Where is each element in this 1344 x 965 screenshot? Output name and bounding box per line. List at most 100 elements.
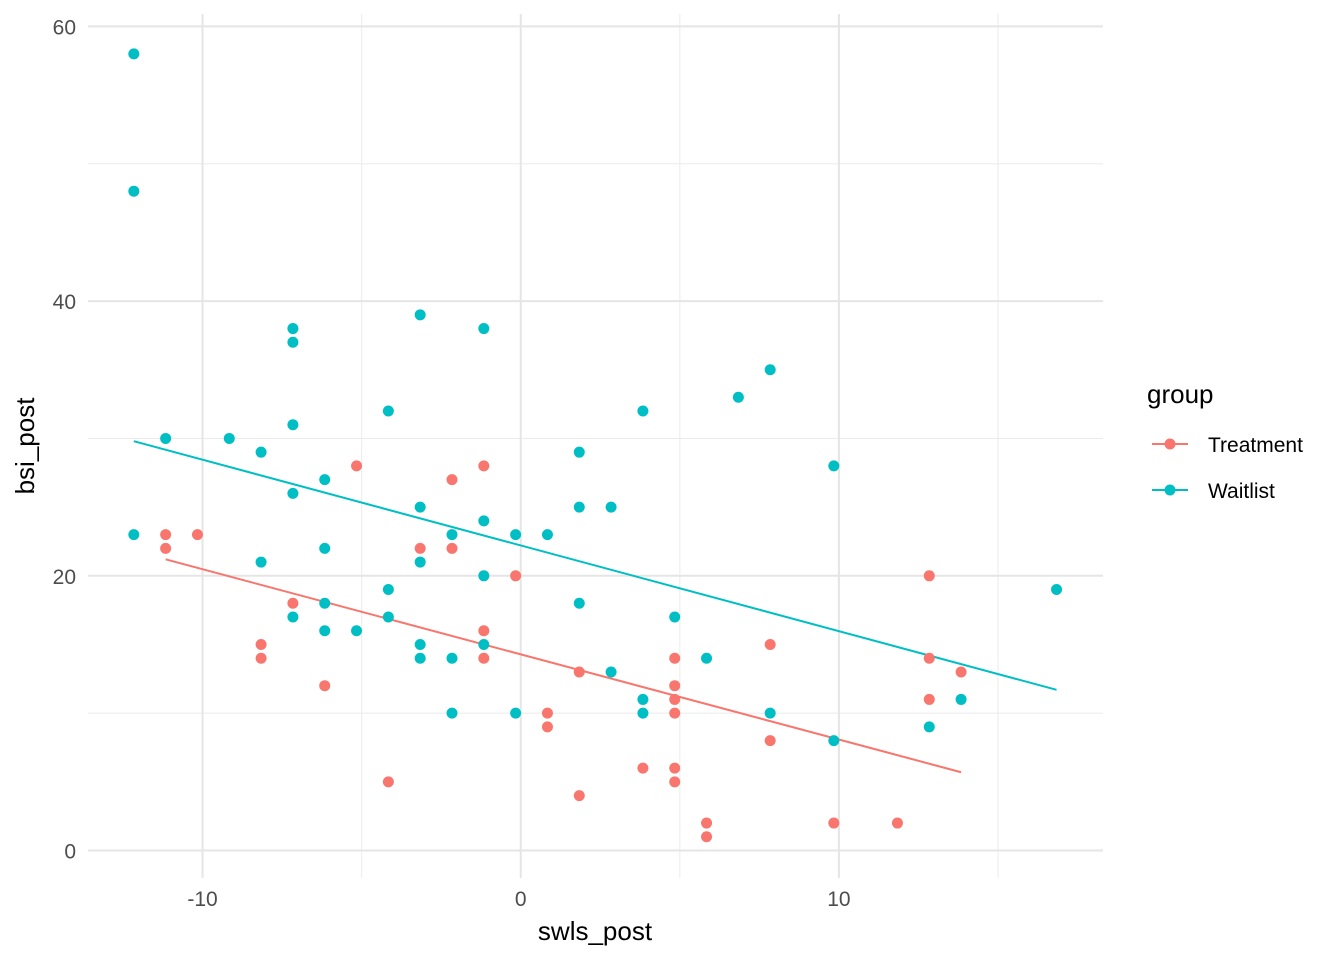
point-waitlist (414, 501, 426, 513)
y-tick-label: 20 (53, 566, 76, 589)
point-waitlist (732, 391, 744, 403)
point-treatment (191, 529, 203, 541)
point-waitlist (573, 446, 585, 458)
point-treatment (701, 831, 713, 843)
point-waitlist (319, 625, 331, 637)
fit-line-treatment (165, 558, 962, 774)
point-waitlist (541, 529, 553, 541)
point-waitlist (828, 460, 840, 472)
point-waitlist (319, 542, 331, 554)
x-tick-label: -10 (187, 888, 217, 911)
point-treatment (160, 529, 172, 541)
point-treatment (255, 652, 267, 664)
points (128, 48, 1063, 843)
legend-label: Treatment (1208, 434, 1303, 457)
point-waitlist (701, 652, 713, 664)
point-waitlist (414, 309, 426, 321)
point-treatment (669, 680, 681, 692)
point-treatment (414, 542, 426, 554)
point-waitlist (382, 611, 394, 623)
point-waitlist (478, 515, 490, 527)
point-waitlist (573, 597, 585, 609)
x-axis-label: swls_post (538, 916, 653, 946)
y-tick-labels: 0 20 40 60 (53, 16, 76, 863)
point-treatment (478, 652, 490, 664)
point-waitlist (319, 474, 331, 486)
point-treatment (828, 817, 840, 829)
point-waitlist (1051, 584, 1063, 596)
point-waitlist (637, 405, 649, 417)
y-tick-label: 0 (64, 841, 76, 864)
point-waitlist (128, 185, 140, 197)
point-treatment (923, 570, 935, 582)
point-treatment (891, 817, 903, 829)
point-treatment (669, 762, 681, 774)
point-waitlist (128, 529, 140, 541)
legend: group Treatment Waitlist (1147, 379, 1303, 503)
point-treatment (351, 460, 363, 472)
point-waitlist (478, 638, 490, 650)
point-treatment (446, 474, 458, 486)
point-waitlist (669, 611, 681, 623)
point-treatment (669, 652, 681, 664)
legend-key-point (1164, 484, 1176, 496)
legend-title: group (1147, 379, 1214, 409)
point-waitlist (446, 529, 458, 541)
legend-label: Waitlist (1208, 480, 1275, 503)
point-waitlist (414, 652, 426, 664)
point-treatment (764, 638, 776, 650)
point-treatment (160, 542, 172, 554)
point-waitlist (287, 323, 299, 335)
point-treatment (287, 597, 299, 609)
point-treatment (923, 652, 935, 664)
point-waitlist (382, 405, 394, 417)
legend-key-point (1164, 438, 1176, 450)
point-treatment (382, 776, 394, 788)
point-waitlist (255, 446, 267, 458)
point-waitlist (637, 693, 649, 705)
x-tick-label: 0 (515, 888, 527, 911)
grid (88, 14, 1103, 878)
y-tick-label: 60 (53, 16, 76, 39)
point-waitlist (287, 611, 299, 623)
point-waitlist (255, 556, 267, 568)
point-waitlist (764, 707, 776, 719)
point-waitlist (510, 707, 522, 719)
point-treatment (669, 776, 681, 788)
point-waitlist (414, 638, 426, 650)
point-waitlist (478, 323, 490, 335)
fit-lines (133, 440, 1057, 774)
point-waitlist (923, 721, 935, 733)
point-waitlist (128, 48, 140, 60)
point-waitlist (828, 735, 840, 747)
point-waitlist (351, 625, 363, 637)
point-waitlist (478, 570, 490, 582)
y-axis-label: bsi_post (10, 397, 40, 495)
point-treatment (637, 762, 649, 774)
point-waitlist (510, 529, 522, 541)
x-tick-label: 10 (827, 888, 850, 911)
point-waitlist (637, 707, 649, 719)
point-treatment (573, 790, 585, 802)
point-treatment (955, 666, 967, 678)
point-waitlist (573, 501, 585, 513)
point-treatment (669, 693, 681, 705)
point-treatment (923, 693, 935, 705)
point-waitlist (287, 487, 299, 499)
point-waitlist (446, 652, 458, 664)
point-waitlist (764, 364, 776, 376)
point-waitlist (319, 597, 331, 609)
point-treatment (510, 570, 522, 582)
point-waitlist (223, 432, 235, 444)
point-waitlist (160, 432, 172, 444)
point-waitlist (446, 707, 458, 719)
point-treatment (669, 707, 681, 719)
y-tick-label: 40 (53, 291, 76, 314)
point-treatment (446, 542, 458, 554)
point-treatment (319, 680, 331, 692)
x-tick-labels: -10 0 10 (187, 888, 850, 911)
point-treatment (573, 666, 585, 678)
point-treatment (255, 638, 267, 650)
point-treatment (541, 707, 553, 719)
